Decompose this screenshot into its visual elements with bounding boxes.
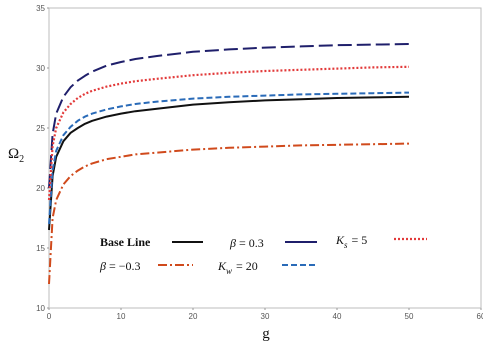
legend-label-base-line: Base Line	[100, 235, 151, 249]
legend-item-beta-negative: β = −0.3	[99, 259, 193, 273]
series-line-4	[48, 91, 410, 225]
series-line-5	[47, 65, 410, 201]
y-tick-label: 35	[36, 4, 45, 13]
legend-kw-symbol: K	[217, 259, 227, 273]
legend-ks-value: = 5	[352, 233, 368, 247]
x-tick-label: 40	[333, 312, 342, 321]
x-axis-ticks: 0 10 20 30 40 50 60	[47, 308, 483, 321]
legend-beta-positive-value: = 0.3	[239, 236, 264, 250]
x-tick-label: 0	[47, 312, 52, 321]
legend-ks-subscript: s	[344, 240, 348, 250]
legend-item-base-line: Base Line	[100, 235, 203, 249]
y-axis-title-sub: 2	[19, 154, 24, 165]
legend: Base Line β = 0.3 Ks = 5 β = −0.3 Kw = 20	[99, 233, 427, 276]
legend-item-beta-positive: β = 0.3	[229, 236, 317, 250]
y-axis-ticks: 10 15 20 25 30 35	[36, 4, 49, 313]
x-tick-label: 50	[405, 312, 414, 321]
series-layer	[47, 43, 410, 285]
series-line-1	[48, 95, 410, 231]
legend-beta-negative-value: = −0.3	[109, 259, 141, 273]
legend-beta-negative-symbol: β	[99, 259, 106, 273]
x-tick-label: 20	[189, 312, 198, 321]
x-axis-title: g	[262, 326, 270, 342]
series-line-3	[48, 142, 410, 285]
legend-label-beta-positive: β = 0.3	[229, 236, 264, 250]
legend-ks-symbol: K	[335, 233, 345, 247]
y-tick-label: 20	[36, 184, 45, 193]
legend-kw-subscript: w	[226, 266, 232, 276]
legend-item-kw: Kw = 20	[217, 259, 315, 276]
legend-beta-positive-symbol: β	[229, 236, 236, 250]
series-line-2	[48, 43, 410, 189]
x-tick-label: 10	[117, 312, 126, 321]
y-tick-label: 15	[36, 244, 45, 253]
x-tick-label: 30	[261, 312, 270, 321]
legend-label-ks: Ks = 5	[335, 233, 367, 250]
legend-kw-value: = 20	[236, 259, 258, 273]
y-tick-label: 30	[36, 64, 45, 73]
y-axis-title: Ω2	[8, 146, 24, 165]
legend-label-kw: Kw = 20	[217, 259, 258, 276]
legend-item-ks: Ks = 5	[335, 233, 427, 250]
legend-label-beta-negative: β = −0.3	[99, 259, 141, 273]
x-tick-label: 60	[477, 312, 483, 321]
y-tick-label: 10	[36, 304, 45, 313]
y-axis-title-main: Ω	[8, 146, 19, 162]
y-tick-label: 25	[36, 124, 45, 133]
